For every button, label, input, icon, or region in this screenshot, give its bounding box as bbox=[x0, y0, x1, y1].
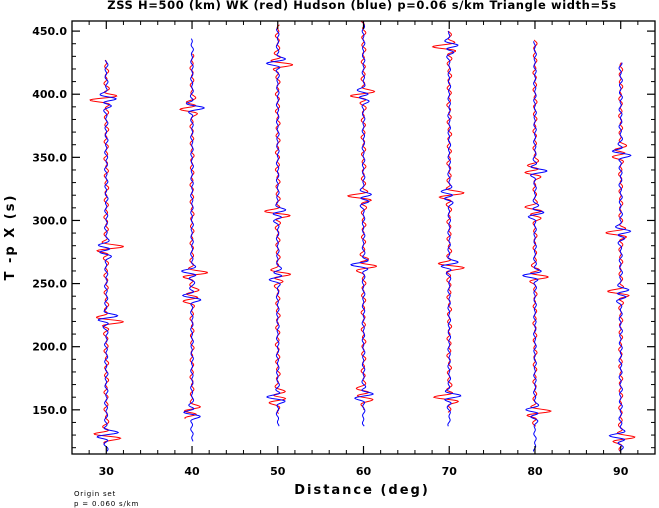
x-tick-label: 40 bbox=[184, 465, 200, 478]
chart-title: ZSS H=500 (km) WK (red) Hudson (blue) p=… bbox=[107, 0, 617, 12]
hudson-blue-trace bbox=[350, 20, 375, 427]
hudson-blue-trace bbox=[522, 41, 548, 452]
y-axis-label: T -p X (s) bbox=[3, 194, 18, 281]
y-tick-label: 150.0 bbox=[32, 404, 67, 417]
footnote-origin: Origin set bbox=[74, 490, 116, 498]
hudson-blue-trace bbox=[440, 30, 462, 427]
x-tick-label: 50 bbox=[270, 465, 286, 478]
y-tick-label: 200.0 bbox=[32, 341, 67, 354]
y-tick-label: 450.0 bbox=[32, 25, 67, 38]
x-tick-label: 70 bbox=[442, 465, 458, 478]
hudson-blue-trace bbox=[608, 62, 632, 452]
y-tick-label: 300.0 bbox=[32, 214, 67, 227]
hudson-blue-trace bbox=[96, 60, 120, 452]
hudson-blue-trace bbox=[181, 38, 205, 442]
y-axis: 150.0 200.0 250.0 300.0 350.0 400.0 450.0 bbox=[32, 25, 655, 449]
hudson-blue-trace bbox=[265, 28, 287, 427]
x-axis-label: Distance (deg) bbox=[294, 483, 430, 498]
x-tick-label: 90 bbox=[613, 465, 629, 478]
x-axis: 30 40 50 60 70 80 90 bbox=[71, 21, 656, 478]
y-tick-label: 350.0 bbox=[32, 151, 67, 164]
x-tick-label: 60 bbox=[356, 465, 372, 478]
x-tick-label: 30 bbox=[99, 465, 115, 478]
footnote-slowness: p = 0.060 s/km bbox=[74, 500, 139, 508]
wk-red-trace bbox=[431, 30, 466, 413]
x-tick-label: 80 bbox=[527, 465, 543, 478]
y-tick-label: 400.0 bbox=[32, 88, 67, 101]
seismogram-traces bbox=[89, 20, 636, 452]
y-tick-label: 250.0 bbox=[32, 278, 67, 291]
